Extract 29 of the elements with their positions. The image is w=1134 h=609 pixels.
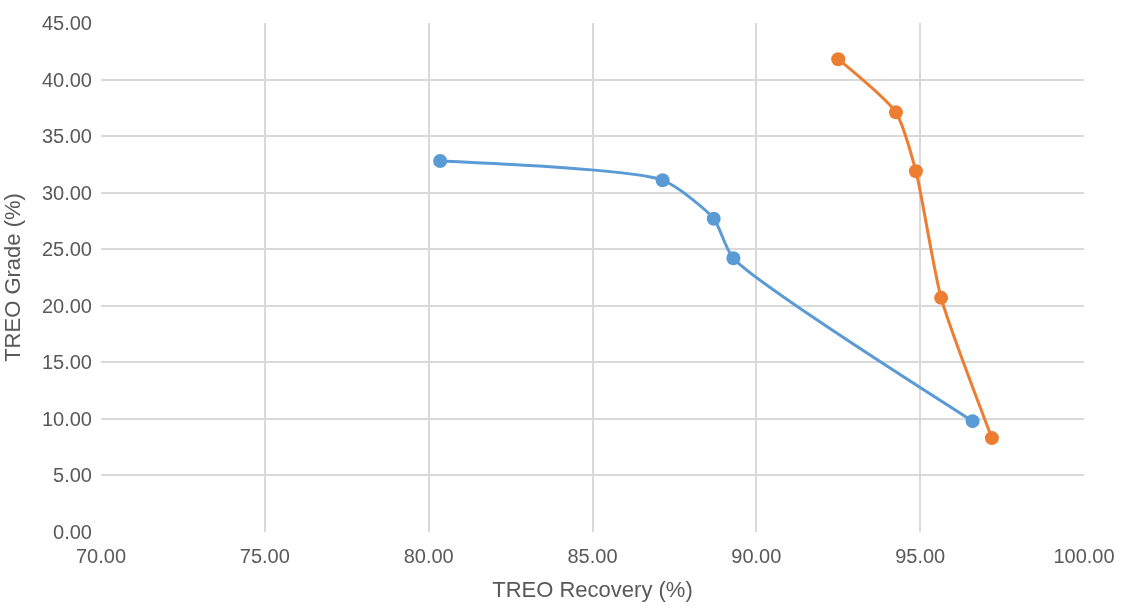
y-tick-label: 15.00 xyxy=(41,351,92,374)
y-tick-label: 45.00 xyxy=(41,12,92,34)
y-tick-label: 35.00 xyxy=(41,125,92,148)
y-tick-label: 20.00 xyxy=(41,294,92,317)
point xyxy=(706,211,721,226)
x-tick-label: 100.00 xyxy=(1053,545,1115,567)
x-tick-label: 70.00 xyxy=(75,545,127,567)
x-tick-label: 85.00 xyxy=(567,545,618,567)
x-tick-label: 80.00 xyxy=(403,545,454,567)
point xyxy=(984,431,999,446)
point xyxy=(831,52,846,67)
x-axis-title: TREO Recovery (%) xyxy=(492,576,693,602)
y-tick-label: 0.00 xyxy=(53,521,92,543)
x-tick-label: 95.00 xyxy=(895,545,946,567)
point xyxy=(888,105,903,120)
x-tick-label: 90.00 xyxy=(731,545,782,567)
point xyxy=(908,164,923,179)
point xyxy=(726,251,741,266)
y-tick-label: 30.00 xyxy=(41,181,92,204)
y-tick-label: 10.00 xyxy=(41,407,92,430)
point xyxy=(934,290,949,305)
y-tick-label: 40.00 xyxy=(41,68,92,91)
y-tick-label: 25.00 xyxy=(41,238,92,261)
y-axis-title: TREO Grade (%) xyxy=(0,193,25,362)
point xyxy=(965,414,980,429)
point xyxy=(655,173,670,188)
point xyxy=(433,154,448,168)
x-tick-label: 75.00 xyxy=(239,545,290,567)
y-tick-label: 5.00 xyxy=(53,464,92,487)
